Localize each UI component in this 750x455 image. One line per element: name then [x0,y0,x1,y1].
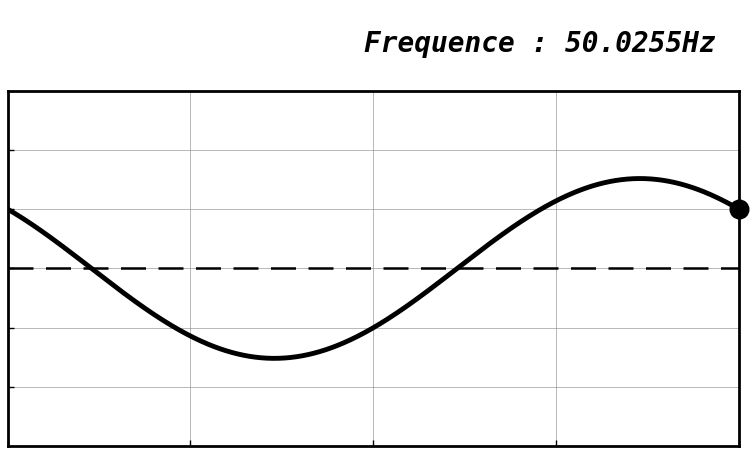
Point [733,205,745,212]
Text: Frequence : 50.0255Hz: Frequence : 50.0255Hz [364,30,716,58]
